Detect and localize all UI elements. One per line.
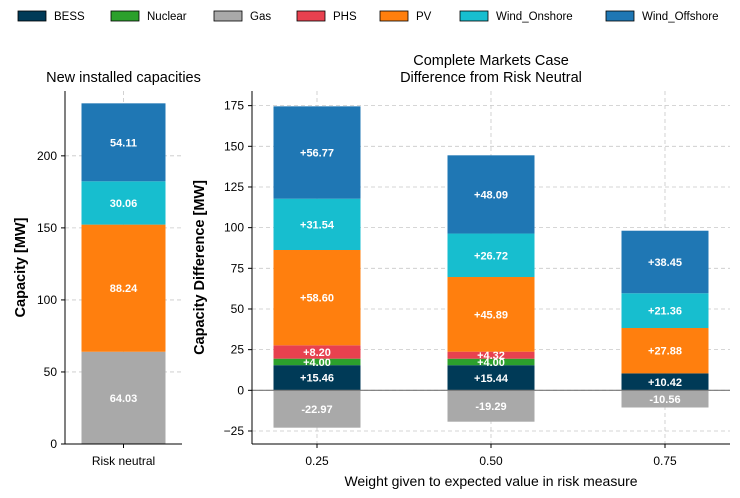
right-xtick-label: 0.50: [479, 454, 503, 468]
right-data-label-wind-offshore-0-25: +56.77: [300, 148, 334, 160]
left-ytick-label: 0: [50, 437, 57, 451]
left-data-label-wind-onshore-risk-neutral: 30.06: [110, 198, 138, 210]
legend-label-wind-offshore: Wind_Offshore: [642, 11, 719, 23]
right-bar-nuclear-0-25: [273, 358, 361, 366]
right-ytick-label: −25: [224, 424, 245, 438]
right-xtick-label: 0.25: [305, 454, 329, 468]
right-ytick-label: 25: [231, 343, 245, 357]
right-ytick-label: 50: [231, 302, 245, 316]
right-title: Complete Markets Case: [413, 53, 569, 69]
right-bar-wind-onshore-0-50: [447, 233, 535, 278]
legend: BESS Nuclear Gas PHS PV Wind_Onshore Wind_Offs…: [17, 10, 719, 23]
right-data-label-nuclear-0-25: +4.00: [303, 357, 331, 369]
right-data-label-gas-0-25: -22.97: [301, 404, 332, 416]
panel-new-installed-capacities: 64.03 88.24 30.06 54.11 0 50 100 150 200 Risk neu…: [13, 70, 201, 468]
legend-swatch-wind-onshore: [459, 10, 489, 22]
right-data-label-nuclear-0-50: +4.00: [477, 357, 505, 369]
left-ytick-label: 50: [44, 365, 58, 379]
right-data-label-pv-0-50: +45.89: [474, 309, 508, 321]
legend-label-nuclear: Nuclear: [147, 11, 187, 23]
right-ytick-label: 100: [224, 221, 244, 235]
right-data-label-wind-onshore-0-75: +21.36: [648, 306, 682, 318]
right-bar-wind-offshore-0-50: [447, 155, 535, 234]
right-bar-gas-0-25: [273, 390, 361, 428]
legend-label-pv: PV: [416, 11, 432, 23]
left-data-label-wind-offshore-risk-neutral: 54.11: [110, 137, 137, 149]
legend-swatch-gas: [213, 10, 243, 22]
left-xtick-label: Risk neutral: [92, 454, 155, 468]
right-ylabel: Capacity Difference [MW]: [192, 180, 208, 355]
right-xtick-label: 0.75: [653, 454, 677, 468]
right-data-label-phs-0-50: +4.32: [477, 350, 505, 362]
panel-difference-from-risk-neutral: +15.46 +4.00 -22.97 +8.20 +58.60 +31.54 +56.77…: [192, 53, 730, 489]
legend-swatch-wind-offshore: [605, 10, 635, 22]
right-bar-wind-offshore-0-75: [621, 230, 709, 294]
right-bar-pv-0-75: [621, 328, 709, 374]
right-data-label-wind-onshore-0-50: +26.72: [474, 250, 508, 262]
left-data-label-gas-risk-neutral: 64.03: [110, 393, 138, 405]
right-bar-pv-0-25: [273, 249, 361, 346]
right-data-label-wind-offshore-0-50: +48.09: [474, 189, 508, 201]
right-ytick-label: 0: [237, 383, 244, 397]
right-data-label-wind-onshore-0-25: +31.54: [300, 219, 335, 231]
left-data-label-pv-risk-neutral: 88.24: [110, 283, 138, 295]
right-bar-phs-0-50: [447, 351, 535, 359]
right-data-label-gas-0-75: -10.56: [649, 394, 680, 406]
right-ytick-label: 125: [224, 180, 244, 194]
right-data-label-bess-0-50: +15.44: [474, 373, 509, 385]
right-ytick-label: 75: [231, 261, 245, 275]
right-bar-phs-0-25: [273, 345, 361, 359]
right-data-label-wind-offshore-0-75: +38.45: [648, 257, 682, 269]
legend-swatch-phs: [296, 10, 326, 22]
right-title: Difference from Risk Neutral: [400, 70, 582, 86]
right-bar-wind-onshore-0-25: [273, 198, 361, 250]
left-ylabel: Capacity [MW]: [13, 217, 29, 317]
right-data-label-bess-0-75: +10.42: [648, 377, 682, 389]
legend-swatch-pv: [379, 10, 409, 22]
right-data-label-phs-0-25: +8.20: [303, 347, 331, 359]
legend-label-gas: Gas: [250, 11, 271, 23]
right-ytick-label: 175: [224, 99, 244, 113]
right-bar-bess-0-75: [621, 373, 709, 391]
legend-swatch-bess: [17, 10, 47, 22]
legend-label-phs: PHS: [333, 11, 357, 23]
left-bar-wind-onshore-risk-neutral: [81, 181, 166, 225]
legend-swatch-nuclear: [110, 10, 140, 22]
right-bar-gas-0-75: [621, 390, 709, 408]
right-bar-nuclear-0-50: [447, 358, 535, 366]
right-data-label-pv-0-75: +27.88: [648, 346, 682, 358]
right-bar-bess-0-25: [273, 365, 361, 391]
right-data-label-bess-0-25: +15.46: [300, 373, 334, 385]
right-xlabel: Weight given to expected value in risk m…: [344, 473, 637, 489]
left-title: New installed capacities: [46, 70, 201, 86]
right-bar-wind-onshore-0-75: [621, 293, 709, 329]
left-bar-gas-risk-neutral: [81, 351, 166, 444]
legend-label-wind-onshore: Wind_Onshore: [496, 11, 573, 23]
left-bar-pv-risk-neutral: [81, 224, 166, 352]
left-ytick-label: 100: [37, 293, 57, 307]
right-ytick-label: 150: [224, 139, 244, 153]
right-bar-wind-offshore-0-25: [273, 106, 361, 199]
left-bar-wind-offshore-risk-neutral: [81, 103, 166, 182]
right-data-label-gas-0-50: -19.29: [475, 401, 506, 413]
legend-label-bess: BESS: [54, 11, 85, 23]
left-ytick-label: 200: [37, 149, 57, 163]
left-ytick-label: 150: [37, 221, 57, 235]
right-data-label-pv-0-25: +58.60: [300, 293, 334, 305]
right-bar-bess-0-50: [447, 365, 535, 391]
right-bar-pv-0-50: [447, 277, 535, 352]
right-bar-gas-0-50: [447, 390, 535, 422]
